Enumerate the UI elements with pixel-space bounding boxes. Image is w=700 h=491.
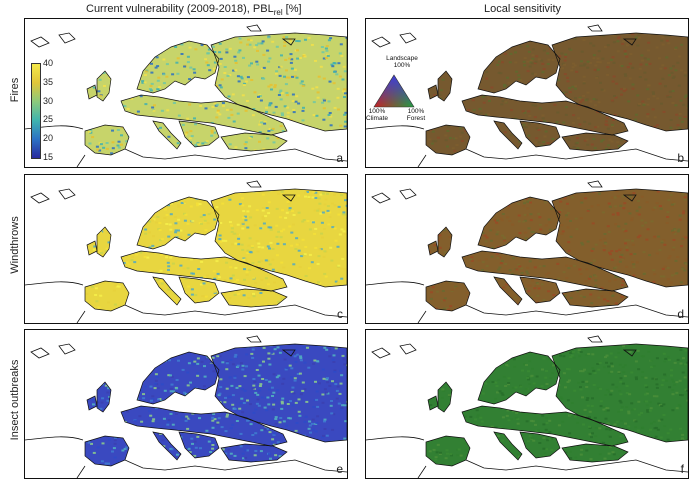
land-central	[462, 406, 628, 446]
land-scandinavia	[478, 41, 560, 93]
europe-map	[366, 24, 688, 167]
land-central	[121, 406, 287, 446]
panel-letter: b	[677, 151, 684, 165]
colorbar-tick: 30	[43, 95, 54, 106]
land-turkey	[562, 444, 628, 462]
ternary-legend-triangle	[373, 74, 415, 108]
vulnerability-colorbar	[31, 63, 41, 159]
land-balkans	[179, 277, 219, 303]
row-label-insect-outbreaks: Insect outbreaks	[9, 359, 21, 441]
ternary-top-label: Landscape 100%	[386, 55, 418, 69]
colorbar-tick: 25	[43, 114, 54, 125]
land-scandinavia	[137, 197, 219, 249]
land-turkey	[221, 133, 287, 151]
land-central	[462, 95, 628, 135]
land-uk	[438, 382, 452, 412]
land-scandinavia	[137, 352, 219, 404]
panel-letter: f	[680, 462, 684, 476]
land-central	[121, 251, 287, 291]
colorbar-tick: 40	[43, 58, 54, 68]
land-scandinavia	[137, 41, 219, 93]
colorbar-tick: 20	[43, 133, 54, 144]
sensitivity-column-title: Local sensitivity	[484, 3, 562, 15]
land-italy	[153, 432, 181, 460]
map-panel-f: f	[365, 329, 689, 479]
land-italy	[494, 121, 522, 149]
europe-map	[366, 335, 688, 478]
europe-map	[25, 180, 347, 323]
land-turkey	[221, 444, 287, 462]
land-ireland	[428, 396, 438, 410]
land-italy	[153, 277, 181, 305]
map-panel-a: a	[24, 18, 348, 168]
europe-map	[25, 335, 347, 478]
map-panel-b: b	[365, 18, 689, 168]
colorbar-tick: 35	[43, 76, 54, 87]
land-ireland	[87, 241, 97, 255]
vulnerability-column-title: Current vulnerability (2009-2018), PBLre…	[86, 3, 302, 18]
land-uk	[438, 71, 452, 101]
map-panel-d: d	[365, 174, 689, 324]
row-label-fires: Fires	[9, 77, 21, 103]
land-balkans	[179, 121, 219, 147]
panel-letter: a	[336, 151, 343, 165]
land-iberia	[85, 436, 129, 466]
land-italy	[494, 432, 522, 460]
map-panel-e: e	[24, 329, 348, 479]
europe-map	[25, 24, 347, 167]
ternary-left-label: 100% Climate	[365, 108, 389, 122]
land-scandinavia	[478, 197, 560, 249]
land-iberia	[426, 125, 470, 155]
land-iberia	[426, 281, 470, 311]
land-uk	[97, 382, 111, 412]
map-panel-c: c	[24, 174, 348, 324]
row-label-windthrows: Windthrows	[9, 216, 21, 274]
land-central	[121, 95, 287, 135]
land-italy	[153, 121, 181, 149]
europe-map	[366, 180, 688, 323]
land-balkans	[520, 121, 560, 147]
panel-letter: d	[677, 307, 684, 321]
colorbar-tick: 15	[43, 152, 54, 162]
ternary-right-label: 100% Forest	[406, 108, 426, 122]
panel-letter: e	[336, 462, 343, 476]
panel-letter: c	[337, 307, 343, 321]
land-italy	[494, 277, 522, 305]
land-balkans	[520, 432, 560, 458]
